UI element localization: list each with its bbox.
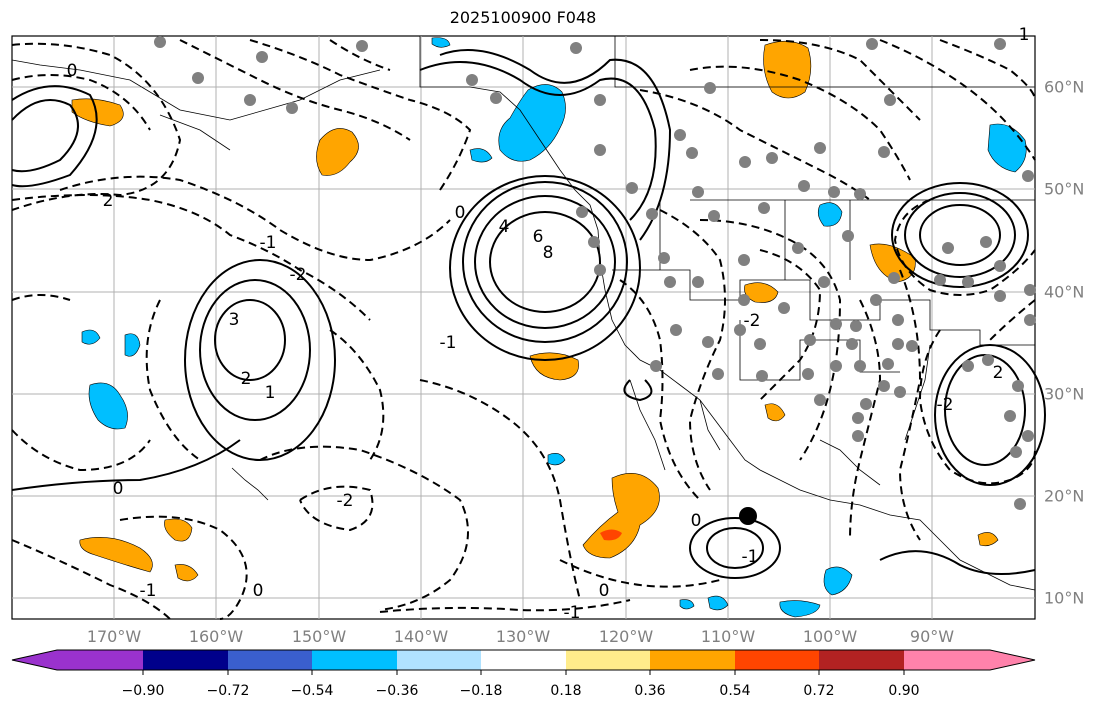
clabel: 0	[253, 581, 264, 601]
cb-seg	[397, 650, 481, 670]
contours-dashed	[11, 39, 1036, 620]
cb-tick: −0.18	[459, 683, 503, 699]
shade-red-core	[600, 529, 622, 541]
cb-seg	[819, 650, 904, 670]
lat-label: 60°N	[1044, 77, 1085, 97]
clabel: 2	[103, 191, 114, 211]
colorbar	[11, 649, 1036, 675]
cb-extend-left	[12, 650, 57, 670]
clabel: 0	[691, 511, 702, 531]
shade-gulf-alaska	[316, 128, 359, 176]
clabel: 2	[241, 369, 252, 389]
shade-west-pac	[71, 98, 124, 127]
clabel: -2	[290, 265, 307, 285]
cb-tick: −0.54	[290, 683, 334, 699]
shade-pac-w2	[81, 329, 101, 345]
clabel: 2	[993, 363, 1004, 383]
clabel: -2	[937, 395, 954, 415]
clabel: 0	[67, 61, 78, 81]
cb-seg	[650, 650, 735, 670]
lon-label: 130°W	[495, 627, 551, 646]
lon-label: 160°W	[188, 627, 244, 646]
shade-hawaii-s3	[174, 564, 199, 582]
clabel: -2	[744, 311, 761, 331]
lon-label: 140°W	[393, 627, 449, 646]
clabel: -1	[260, 233, 277, 253]
clabel: 0	[455, 203, 466, 223]
clabel: -1	[440, 333, 457, 353]
clabel: -1	[742, 547, 759, 567]
clabel: 3	[229, 310, 240, 330]
cb-tick: 0.90	[888, 683, 920, 699]
clabel: 4	[499, 217, 510, 237]
cb-seg	[904, 650, 990, 670]
cb-tick: −0.72	[206, 683, 250, 699]
shade-bc-coast	[498, 84, 566, 162]
lon-label: 170°W	[86, 627, 142, 646]
shade-pac-s1	[547, 453, 566, 466]
cb-seg	[312, 650, 397, 670]
shade-mexico	[764, 403, 786, 422]
lat-label: 10°N	[1044, 588, 1085, 608]
shade-pac-w3	[124, 333, 141, 357]
cb-tick: 0.36	[634, 683, 666, 699]
lon-label: 150°W	[291, 627, 347, 646]
shade-pac-w1	[88, 382, 128, 430]
shade-dakota	[817, 202, 843, 227]
clabel: 1	[1019, 25, 1030, 45]
shade-top-nc	[431, 37, 451, 48]
lat-label: 30°N	[1044, 384, 1085, 404]
cb-tick: −0.36	[375, 683, 419, 699]
clabel: 8	[543, 243, 554, 263]
cb-tick: −0.90	[121, 683, 165, 699]
cb-seg	[228, 650, 312, 670]
lat-label: 20°N	[1044, 486, 1085, 506]
shade-east-pac	[582, 473, 660, 559]
clabel: -1	[140, 581, 157, 601]
shade-pac-s4	[707, 595, 729, 611]
storm-center-marker	[739, 507, 757, 525]
shade-hawaii-s	[79, 537, 153, 573]
cb-seg	[481, 650, 566, 670]
lon-label: 120°W	[598, 627, 654, 646]
clabel: 0	[113, 479, 124, 499]
shade-pac-s2	[823, 566, 853, 596]
lat-label: 40°N	[1044, 282, 1085, 302]
coastlines	[11, 36, 1036, 591]
cb-seg	[57, 650, 143, 670]
lat-label: 50°N	[1044, 179, 1085, 199]
shade-pac-s5	[679, 599, 695, 610]
shade-bc-coast2	[469, 148, 493, 163]
cb-tick: 0.72	[803, 683, 835, 699]
clabel: 1	[265, 383, 276, 403]
clabel: 0	[599, 581, 610, 601]
contours-solid	[11, 49, 1046, 579]
shade-hawaii-s2	[164, 518, 193, 542]
cb-seg	[566, 650, 650, 670]
station-dots	[154, 36, 1036, 510]
contour-labels: 0 2 3 -1 -2 4 6 8 1 0 -1 -1 -2 2 -2 0 -1…	[67, 25, 1030, 623]
cb-tick: 0.18	[550, 683, 582, 699]
cb-tick: 0.54	[719, 683, 751, 699]
clabel: -2	[337, 491, 354, 511]
shading-positive	[71, 40, 999, 582]
cb-seg	[735, 650, 819, 670]
shade-pac-s3	[779, 600, 821, 618]
cb-extend-right	[990, 650, 1035, 670]
clabel: -1	[564, 603, 581, 623]
shade-nw-canada	[763, 40, 812, 99]
cb-outline	[11, 649, 1036, 671]
cb-seg	[143, 650, 228, 670]
clabel: 6	[533, 227, 544, 247]
map-title: 2025100900 F048	[449, 8, 597, 27]
lon-label: 100°W	[802, 627, 858, 646]
lon-label: 110°W	[700, 627, 756, 646]
shade-caribbean	[977, 532, 999, 547]
lon-label: 90°W	[909, 627, 955, 646]
